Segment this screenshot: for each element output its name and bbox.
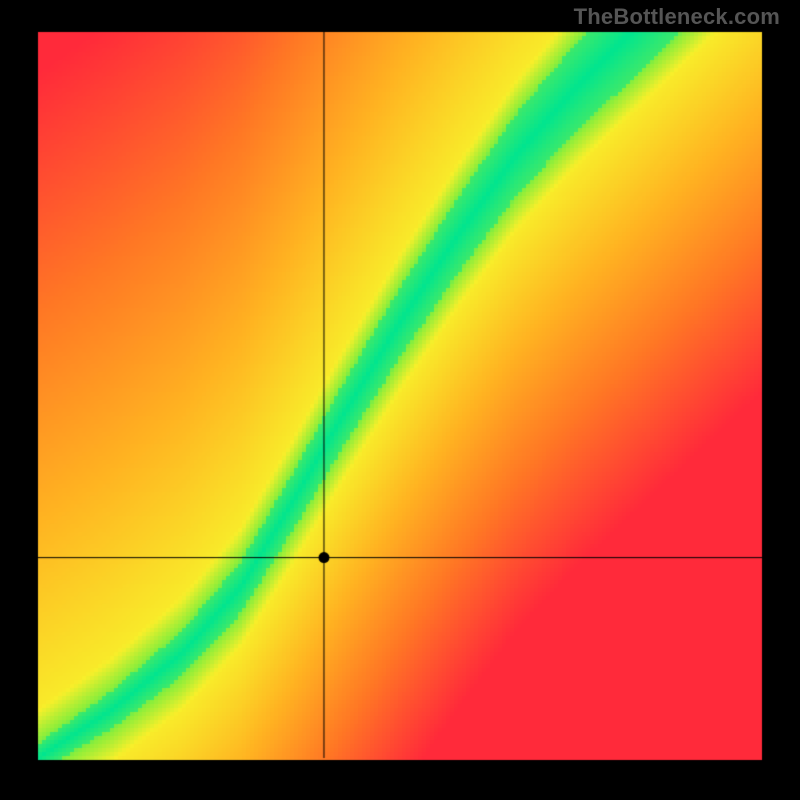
watermark-text: TheBottleneck.com: [574, 4, 780, 30]
chart-container: TheBottleneck.com: [0, 0, 800, 800]
bottleneck-heatmap: [0, 0, 800, 800]
